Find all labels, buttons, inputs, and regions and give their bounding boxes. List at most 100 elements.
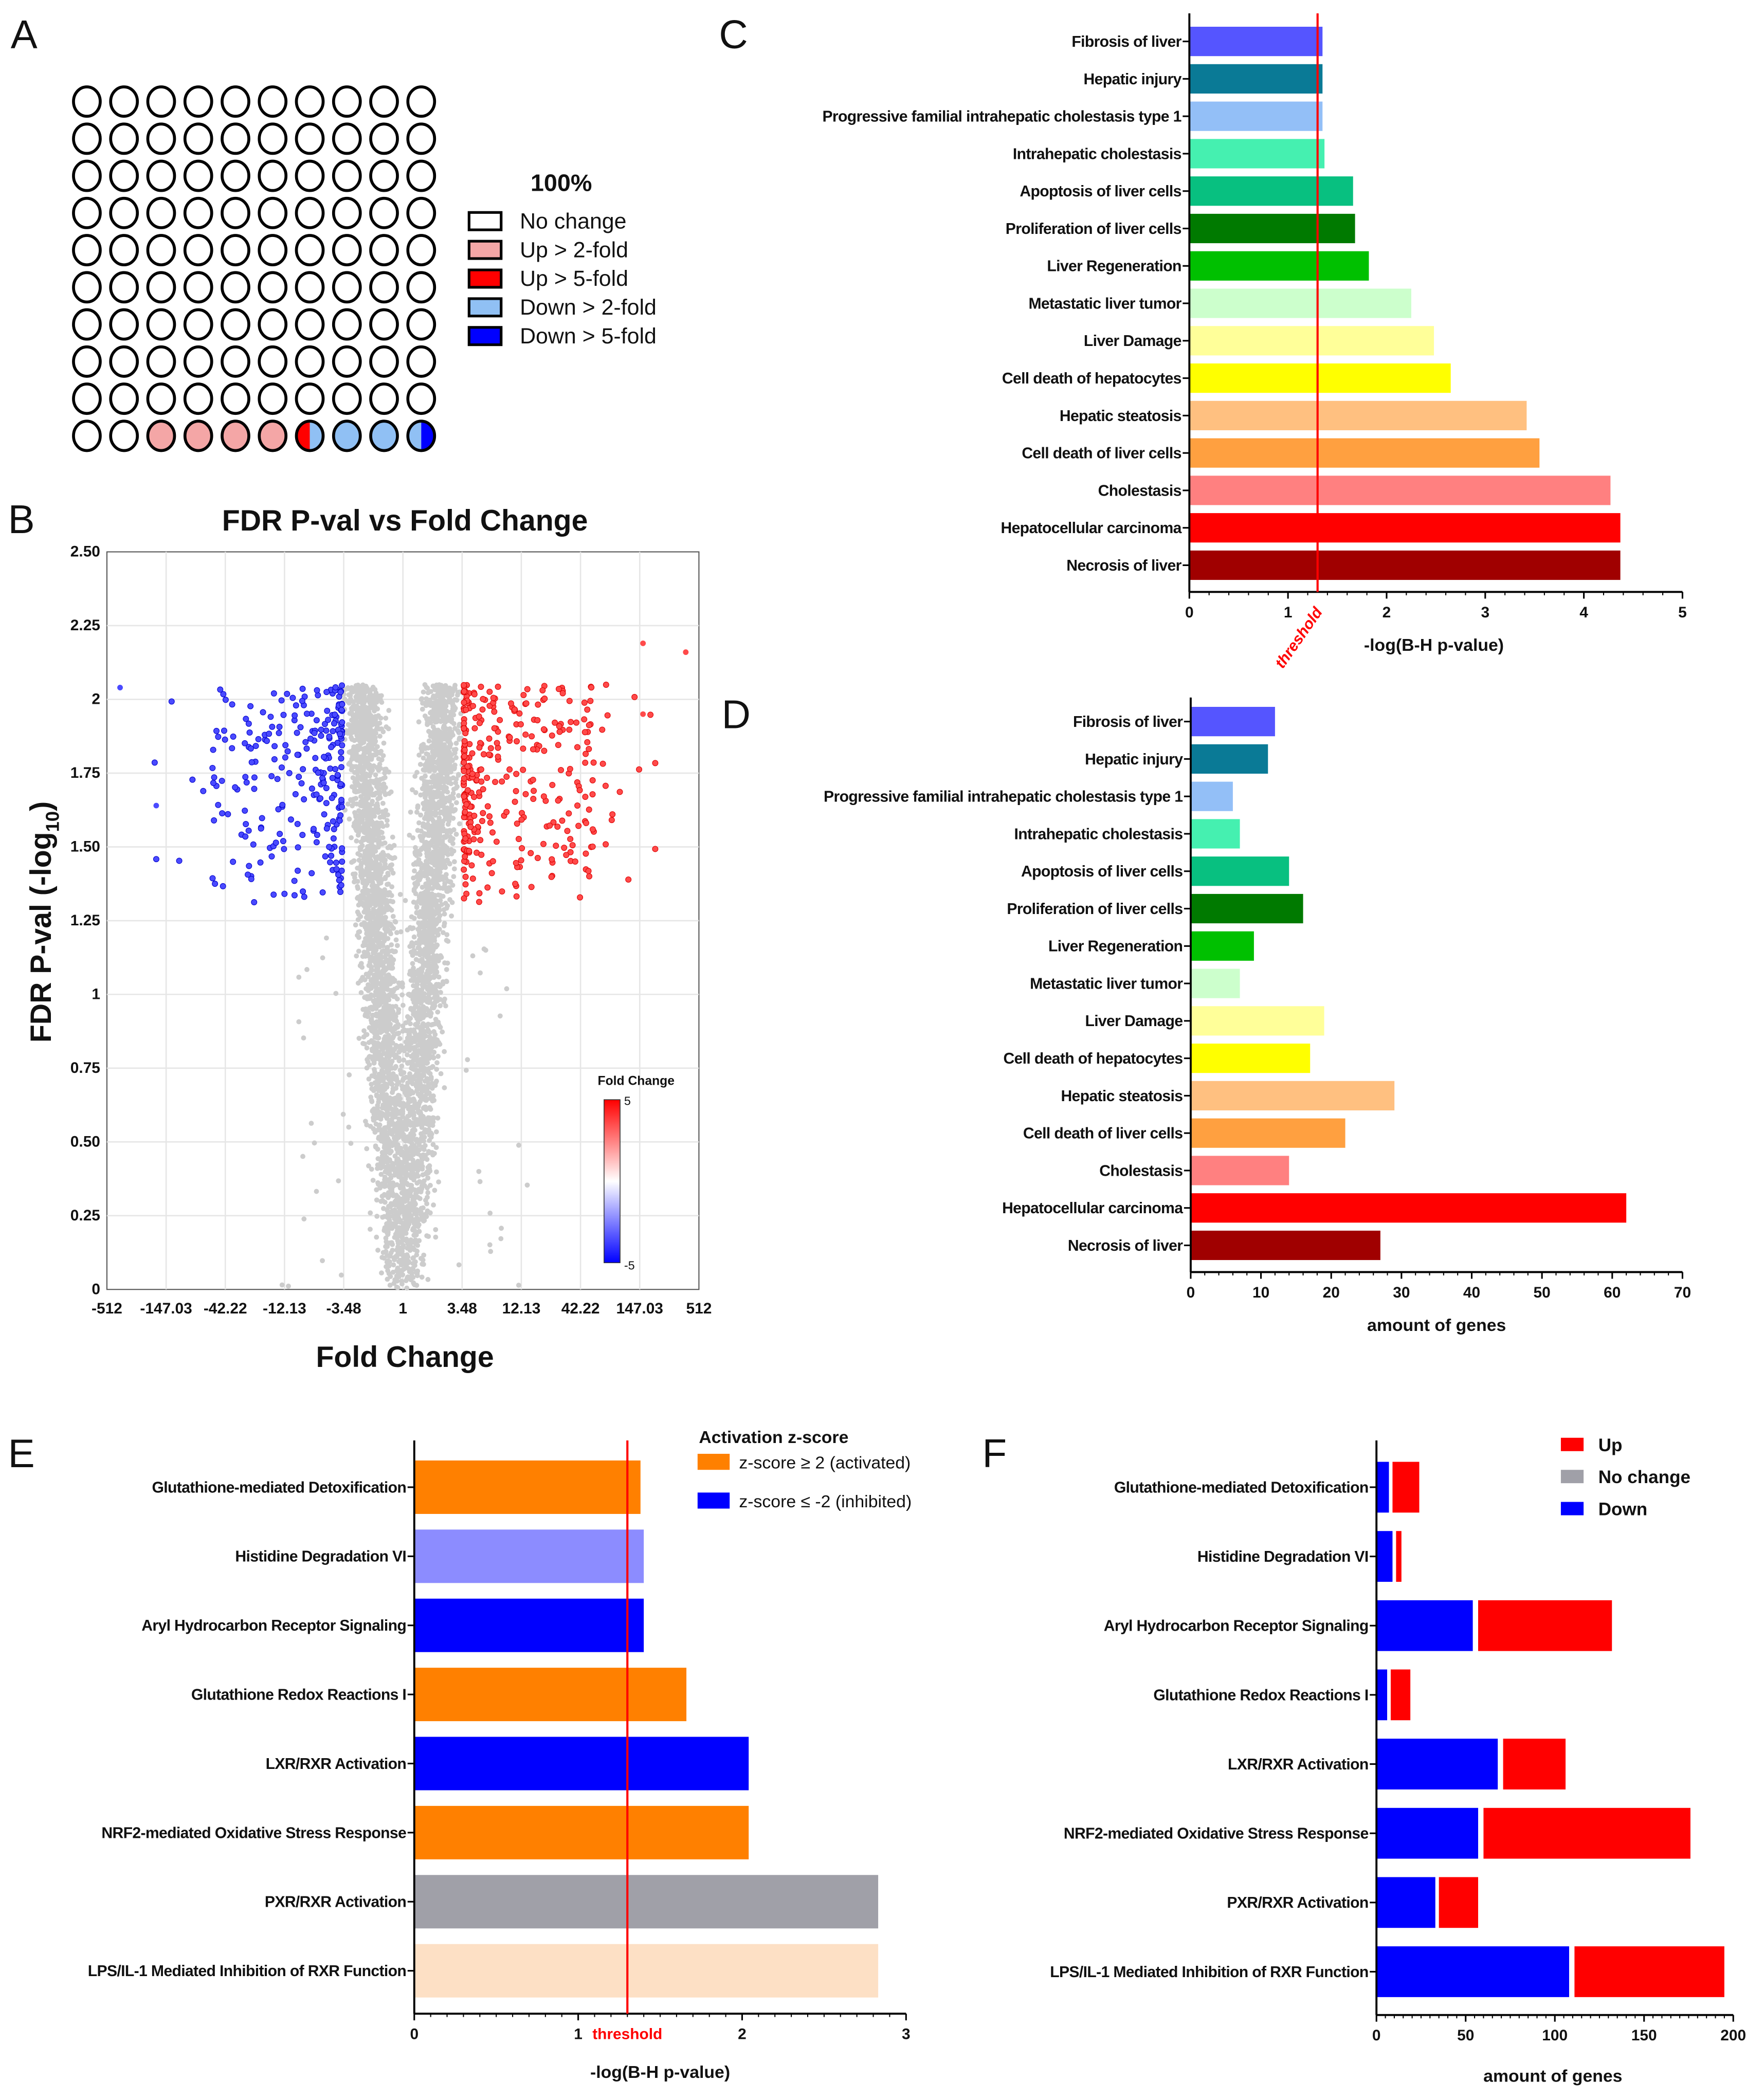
point-nochange: [400, 1023, 406, 1029]
point-nochange: [374, 967, 380, 973]
point-nochange: [414, 1052, 419, 1057]
point-nochange: [361, 920, 367, 926]
waffle-circle: [109, 419, 139, 452]
point-down: [209, 764, 216, 771]
point-nochange: [385, 1108, 390, 1114]
legend-swatch-up5: [467, 268, 503, 289]
waffle-circle: [258, 122, 288, 155]
point-nochange: [376, 1136, 381, 1141]
waffle-cell: [72, 122, 102, 155]
point-nochange: [434, 954, 440, 960]
point-down: [294, 820, 301, 827]
point-nochange: [442, 759, 447, 764]
point-down: [318, 726, 324, 733]
point-nochange: [416, 1072, 422, 1078]
point-nochange: [380, 1014, 386, 1019]
point-nochange: [366, 1010, 371, 1015]
point-nochange: [421, 1138, 427, 1144]
point-nochange: [411, 1255, 416, 1261]
point-nochange: [425, 1079, 430, 1084]
waffle-circle: [295, 345, 325, 378]
point-nochange: [357, 929, 362, 935]
point-nochange: [420, 948, 425, 954]
point-nochange: [403, 1138, 408, 1144]
point-down: [215, 734, 222, 740]
point-nochange: [430, 1054, 435, 1060]
point-down: [330, 818, 336, 825]
point-nochange: [448, 769, 453, 775]
point-nochange: [419, 1156, 425, 1161]
point-nochange: [419, 1131, 424, 1137]
point-nochange: [412, 1022, 418, 1027]
point-nochange: [404, 1086, 409, 1092]
point-nochange: [381, 1027, 387, 1033]
point-nochange: [438, 705, 443, 710]
point-nochange: [445, 747, 451, 753]
point-nochange: [384, 981, 390, 987]
point-nochange: [413, 1237, 419, 1243]
point-nochange: [417, 1032, 423, 1037]
waffle-cell: [332, 382, 362, 415]
legend-label-down2: Down > 2-fold: [520, 295, 657, 320]
point-nochange: [419, 1065, 425, 1071]
waffle-cell: [369, 85, 399, 118]
point-nochange: [421, 806, 427, 812]
point-down: [337, 812, 344, 818]
point-nochange: [381, 740, 387, 746]
point-nochange: [412, 1211, 418, 1216]
point-nochange: [453, 780, 459, 786]
point-nochange: [387, 1179, 392, 1185]
point-nochange: [421, 689, 426, 695]
point-nochange: [442, 776, 448, 781]
point-nochange: [430, 909, 435, 915]
point-nochange: [394, 1284, 399, 1290]
point-nochange: [420, 1183, 425, 1189]
point-nochange: [410, 1143, 416, 1149]
point-nochange: [388, 1175, 394, 1181]
point-nochange: [431, 995, 437, 1001]
point-nochange: [391, 1221, 396, 1227]
point-nochange: [444, 978, 449, 984]
point-nochange: [435, 1009, 441, 1015]
point-nochange: [446, 765, 451, 771]
point-down: [326, 733, 333, 740]
point-nochange: [387, 1095, 393, 1101]
point-nochange: [428, 903, 434, 908]
point-nochange: [418, 900, 424, 906]
waffle-circle: [183, 159, 213, 192]
waffle-circle: [258, 159, 288, 192]
point-nochange: [449, 802, 454, 808]
volcano-plot: -512 -147.03 -42.22 -12.13 -3.48 1 3.48 12.13 42…: [25, 504, 712, 1374]
point-down: [246, 863, 252, 869]
point-nochange: [438, 779, 443, 784]
waffle-cell: [109, 419, 139, 452]
point-nochange: [365, 779, 371, 784]
point-nochange: [410, 1008, 416, 1014]
waffle-cell: [221, 234, 250, 267]
point-nochange: [412, 1224, 418, 1229]
point-nochange: [415, 1091, 421, 1097]
waffle-circle: [221, 85, 250, 118]
point-nochange: [362, 1119, 368, 1124]
point-nochange: [360, 837, 366, 843]
point-nochange: [378, 915, 384, 921]
point-nochange: [435, 916, 441, 922]
point-nochange: [438, 898, 443, 903]
waffle-cell: [72, 382, 102, 415]
point-down: [318, 733, 324, 739]
point-nochange: [399, 1233, 405, 1238]
point-nochange: [428, 943, 434, 949]
point-nochange: [357, 723, 363, 729]
point-nochange: [406, 1100, 411, 1105]
point-nochange: [425, 1027, 431, 1033]
waffle-circle: [109, 196, 139, 229]
point-nochange: [371, 1055, 376, 1061]
point-nochange: [352, 875, 357, 881]
waffle-cell: [406, 345, 437, 378]
point-nochange: [424, 1098, 429, 1103]
point-nochange: [430, 1093, 436, 1099]
waffle-circle: [146, 196, 176, 229]
point-nochange: [389, 961, 395, 966]
point-nochange: [355, 980, 361, 986]
point-nochange: [378, 1172, 384, 1177]
